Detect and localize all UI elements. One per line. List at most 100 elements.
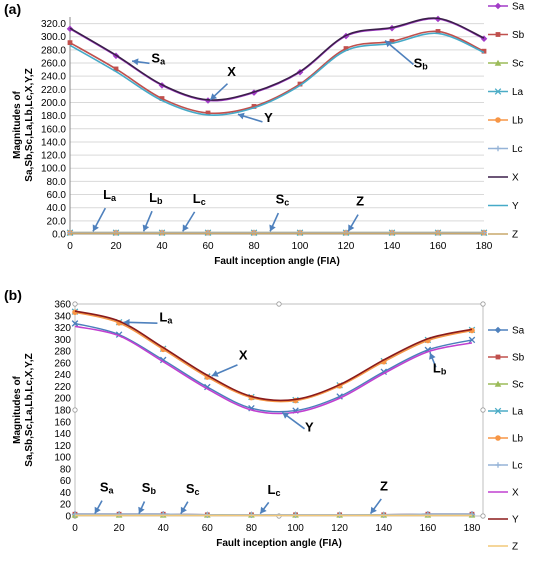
legend-item-Z: Z (488, 230, 518, 241)
annotation-label: Sc (276, 192, 290, 208)
data-point-Sb (481, 48, 487, 54)
data-point-Sb (389, 38, 395, 44)
annotation-arrow-head (182, 224, 189, 232)
y-tick-label: 320 (54, 323, 71, 334)
annotation-arrow-head (282, 412, 290, 419)
y-tick-label: 180 (54, 406, 71, 417)
legend-label: Sa (512, 2, 525, 13)
legend-label: Lc (512, 144, 523, 155)
annotation-Lb: Lb (142, 190, 163, 232)
legend-swatch-marker (494, 2, 502, 10)
x-axis-title: Fault inception angle (FIA) (216, 538, 342, 549)
annotation-X: X (211, 348, 248, 377)
data-point (71, 320, 79, 327)
annotation-Sb: Sb (138, 480, 156, 514)
annotation-arrow-head (123, 318, 130, 326)
series-line-X (69, 17, 485, 101)
y-tick-label: 180.0 (41, 111, 66, 122)
x-tick-label: 0 (67, 241, 73, 252)
selection-handle (72, 407, 78, 413)
x-tick-label: 180 (464, 523, 481, 534)
y-tick-label: 120 (54, 441, 71, 452)
chart-panel-b: (b)0204060801001201401601802002202402602… (4, 287, 525, 553)
legend-swatch-marker (494, 380, 502, 387)
y-tick-label: 20.0 (47, 216, 67, 227)
x-tick-label: 120 (331, 523, 348, 534)
legend-item-La: La (488, 407, 524, 418)
plot-frame (74, 303, 484, 517)
annotation-label: Z (356, 194, 364, 209)
legend-item-X: X (488, 173, 519, 184)
x-tick-label: 20 (114, 523, 126, 534)
legend-item-X: X (488, 488, 519, 499)
legend-label: Lc (512, 461, 523, 472)
legend-item-Sa: Sa (488, 326, 525, 337)
selection-handle (480, 301, 486, 307)
legend-label: Y (512, 515, 519, 526)
annotation-arrow-head (142, 224, 150, 232)
x-tick-label: 180 (476, 241, 493, 252)
annotation-arrow-head (385, 40, 392, 48)
x-tick-label: 40 (158, 523, 170, 534)
annotation-arrow-head (132, 58, 139, 66)
legend-swatch-marker (495, 117, 501, 123)
annotation-Lc: Lc (182, 191, 206, 232)
x-tick-label: 120 (338, 241, 355, 252)
annotation-Z: Z (369, 478, 388, 515)
data-point-Sb (297, 81, 303, 87)
legend-item-Y: Y (488, 201, 519, 212)
legend-item-Z: Z (488, 542, 518, 553)
annotation-Y: Y (237, 110, 273, 125)
y-tick-label: 360 (54, 300, 71, 311)
y-tick-label: 40 (60, 488, 72, 499)
legend-label: Z (512, 542, 518, 553)
annotation-Lc: Lc (259, 482, 280, 515)
series-Sa (66, 15, 488, 104)
x-tick-label: 0 (72, 523, 78, 534)
annotation-arrow-head (269, 224, 276, 232)
y-tick-label: 260.0 (41, 59, 66, 70)
legend-item-Sc: Sc (488, 380, 524, 391)
annotation-label: Sa (100, 480, 115, 496)
legend-label: Lb (512, 116, 524, 127)
series-Sb (67, 29, 487, 116)
annotation-label: La (159, 309, 173, 325)
annotation-label: La (103, 187, 117, 203)
annotation-X: X (209, 64, 236, 101)
annotation-Sb: Sb (384, 40, 428, 72)
y-tick-label: 340 (54, 311, 71, 322)
legend-swatch-marker (495, 435, 501, 441)
annotation-Sa: Sa (94, 480, 115, 515)
annotation-Z: Z (347, 194, 364, 232)
legend-swatch-marker (494, 59, 502, 66)
y-tick-label: 100.0 (41, 164, 66, 175)
legend-swatch-marker (495, 462, 501, 468)
legend-label: Sb (512, 353, 525, 364)
legend-item-Sb: Sb (488, 30, 525, 41)
y-tick-label: 200 (54, 394, 71, 405)
legend: Sa Sb Sc La Lb Lc X Y Z (488, 326, 525, 553)
series-line-Y (69, 32, 485, 117)
data-point (468, 336, 476, 344)
y-tick-label: 0 (65, 512, 71, 523)
x-tick-label: 80 (246, 523, 258, 534)
series-line-Y (74, 310, 473, 402)
x-tick-label: 60 (202, 523, 214, 534)
annotation-Sa: Sa (131, 50, 166, 66)
annotation-label: Z (380, 478, 388, 493)
annotation-label: X (239, 348, 248, 363)
legend-swatch-marker (495, 354, 501, 360)
x-tick-label: 20 (110, 241, 122, 252)
x-tick-label: 40 (156, 241, 168, 252)
y-tick-label: 300 (54, 335, 71, 346)
panel-label: (b) (4, 287, 22, 303)
x-tick-label: 100 (287, 523, 304, 534)
legend-label: X (512, 173, 519, 184)
x-tick-label: 100 (292, 241, 309, 252)
y-tick-label: 200.0 (41, 98, 66, 109)
series-Y (69, 32, 485, 117)
chart-panel-a: (a) 0.0 20.0 40.0 60.0 80.0 100.0 120.0 140.0 160… (4, 1, 525, 267)
legend-label: Lb (512, 434, 524, 445)
y-tick-label: 140 (54, 429, 71, 440)
